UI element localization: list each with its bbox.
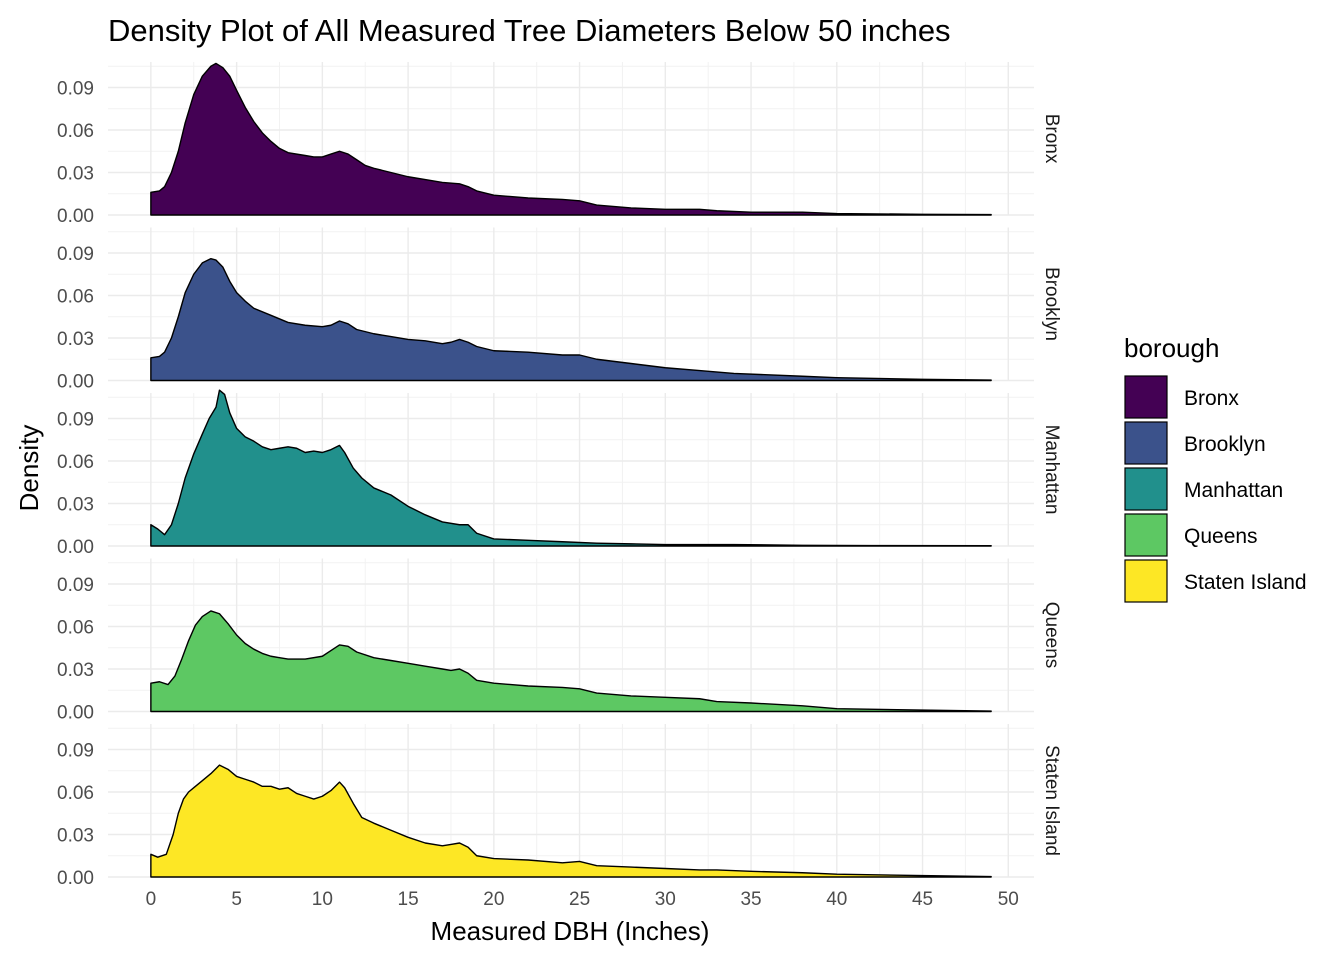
y-tick-label: 0.03 [57, 826, 94, 847]
y-tick-label: 0.09 [57, 575, 94, 596]
strip-label: Manhattan [1041, 425, 1062, 515]
y-tick-label: 0.00 [57, 206, 94, 227]
legend-label: Manhattan [1184, 479, 1283, 502]
x-tick-label: 25 [569, 889, 590, 910]
x-axis-title: Measured DBH (Inches) [431, 916, 710, 946]
legend-key [1124, 421, 1168, 465]
x-tick-label: 10 [312, 889, 333, 910]
x-tick-label: 40 [826, 889, 847, 910]
y-tick-label: 0.03 [57, 660, 94, 681]
y-tick-label: 0.09 [57, 741, 94, 762]
legend-key [1124, 467, 1168, 511]
strip-label: Staten Island [1041, 745, 1062, 856]
legend: borough Bronx Brooklyn Manhattan Queens Stat… [1124, 333, 1307, 603]
y-tick-label: 0.00 [57, 537, 94, 558]
x-axis: 0 5 10 15 20 25 30 35 40 45 50 [146, 889, 1019, 910]
facet-panel-3: 0.00 0.03 0.06 0.09 Queens [57, 558, 1062, 724]
legend-label: Bronx [1184, 387, 1239, 410]
x-tick-label: 50 [998, 889, 1019, 910]
legend-label: Queens [1184, 525, 1258, 548]
y-tick-label: 0.00 [57, 868, 94, 889]
y-tick-label: 0.09 [57, 79, 94, 100]
legend-key [1124, 375, 1168, 419]
x-tick-label: 20 [483, 889, 504, 910]
x-tick-label: 30 [655, 889, 676, 910]
facet-panels: 0.00 0.03 0.06 0.09 Bronx 0.00 0.03 0.06 0.09 Bro… [57, 62, 1062, 889]
y-tick-label: 0.03 [57, 329, 94, 350]
strip-label: Queens [1041, 602, 1062, 669]
strip-label: Bronx [1041, 114, 1062, 164]
y-tick-label: 0.03 [57, 495, 94, 516]
density-area [150, 610, 992, 713]
y-tick-label: 0.06 [57, 287, 94, 308]
x-tick-label: 45 [912, 889, 933, 910]
legend-key [1124, 559, 1168, 603]
legend-label: Staten Island [1184, 571, 1307, 594]
x-tick-label: 5 [231, 889, 242, 910]
x-tick-label: 35 [740, 889, 761, 910]
y-tick-label: 0.09 [57, 410, 94, 431]
facet-panel-0: 0.00 0.03 0.06 0.09 Bronx [57, 62, 1062, 227]
legend-key [1124, 513, 1168, 557]
legend-label: Brooklyn [1184, 433, 1266, 456]
y-tick-label: 0.00 [57, 703, 94, 724]
y-tick-label: 0.06 [57, 618, 94, 639]
density-area [150, 62, 992, 216]
y-tick-label: 0.00 [57, 372, 94, 393]
y-axis-title: Density [14, 425, 44, 512]
y-tick-label: 0.03 [57, 164, 94, 185]
facet-panel-2: 0.00 0.03 0.06 0.09 Manhattan [57, 389, 1062, 558]
x-tick-label: 0 [146, 889, 157, 910]
y-tick-label: 0.06 [57, 452, 94, 473]
density-area [150, 764, 992, 878]
strip-label: Brooklyn [1041, 267, 1062, 341]
y-tick-label: 0.06 [57, 783, 94, 804]
y-tick-label: 0.06 [57, 121, 94, 142]
y-tick-label: 0.09 [57, 244, 94, 265]
legend-title: borough [1124, 333, 1219, 363]
density-area [150, 257, 992, 382]
density-area [150, 389, 992, 547]
facet-panel-4: 0.00 0.03 0.06 0.09 Staten Island [57, 724, 1062, 889]
x-tick-label: 15 [398, 889, 419, 910]
facet-panel-1: 0.00 0.03 0.06 0.09 Brooklyn [57, 227, 1062, 393]
chart-title: Density Plot of All Measured Tree Diamet… [108, 13, 951, 48]
